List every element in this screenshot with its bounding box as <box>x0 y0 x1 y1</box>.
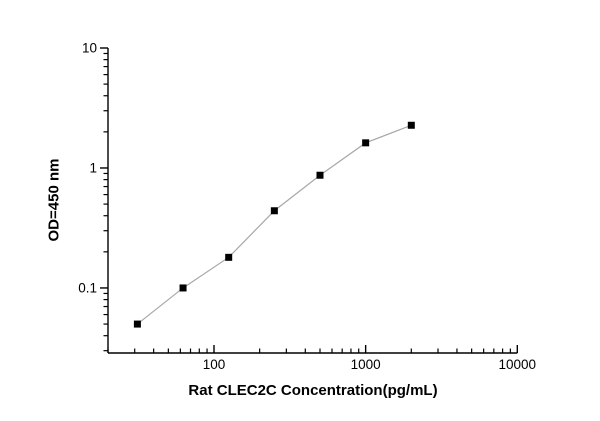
x-tick-label: 10000 <box>499 357 537 372</box>
data-point-marker <box>316 171 324 179</box>
series-line <box>137 124 412 325</box>
data-point-marker <box>270 207 278 215</box>
x-tick-label: 1000 <box>351 357 381 372</box>
y-tick-label: 0.1 <box>78 280 97 295</box>
y-axis-title: OD=450 nm <box>45 158 63 242</box>
x-tick-label: 100 <box>203 357 226 372</box>
y-tick-label: 10 <box>82 41 97 56</box>
x-axis-title: Rat CLEC2C Concentration(pg/mL) <box>188 382 438 399</box>
data-point-marker <box>407 121 415 129</box>
data-point-marker <box>133 320 141 328</box>
y-tick-label: 1 <box>89 160 97 175</box>
data-point-marker <box>362 139 370 147</box>
data-point-marker <box>179 284 187 292</box>
data-point-marker <box>225 253 233 261</box>
